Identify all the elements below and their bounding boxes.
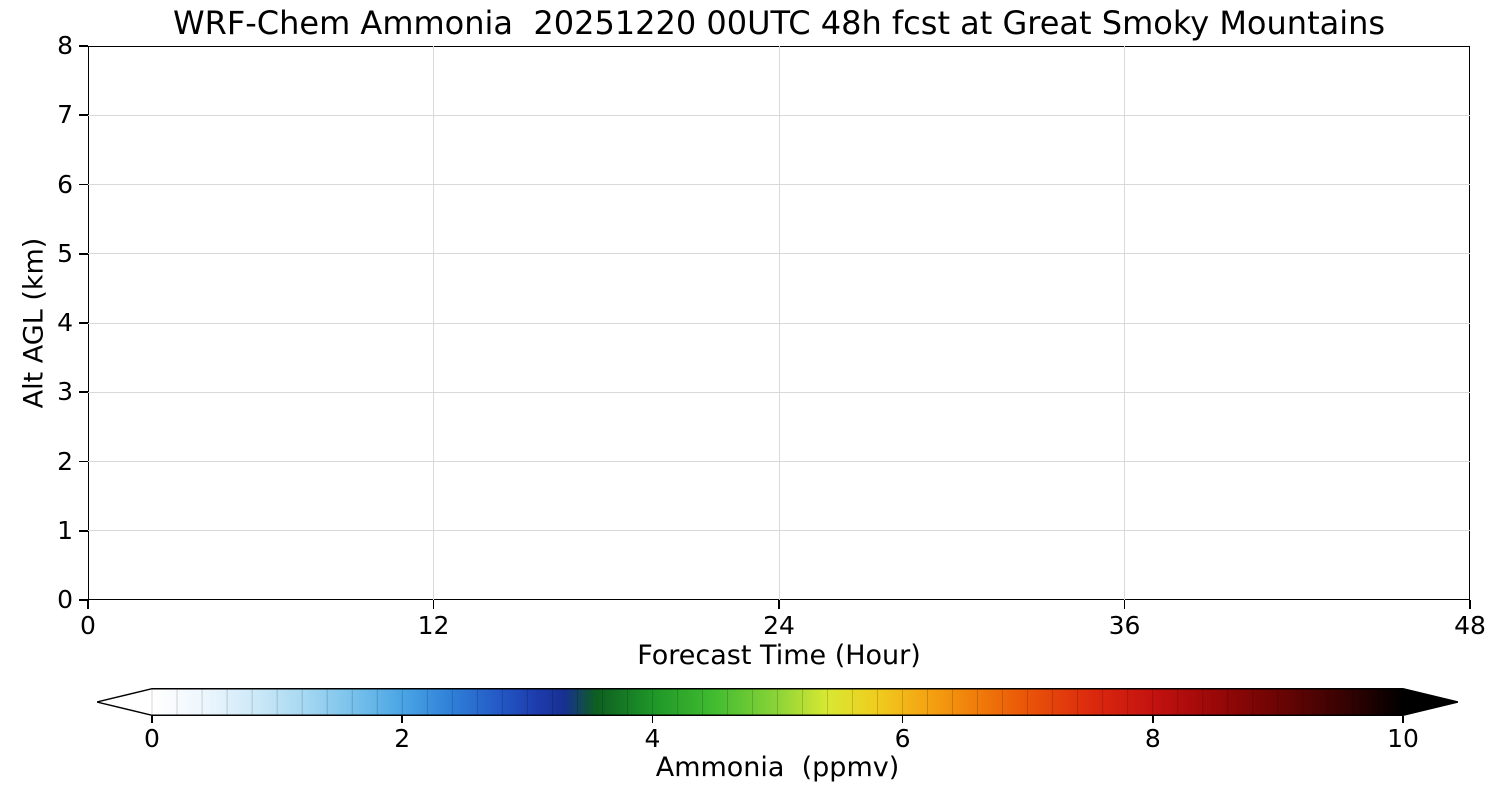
colorbar-tick-mark <box>651 716 654 723</box>
x-tick-mark <box>778 600 780 609</box>
x-tick-label: 12 <box>417 611 450 640</box>
y-tick-mark <box>79 599 88 601</box>
x-tick-mark <box>87 600 89 609</box>
x-tick-mark <box>1469 600 1471 609</box>
y-tick-label: 4 <box>57 308 73 337</box>
x-gridline <box>1124 46 1125 600</box>
y-tick-mark <box>79 529 88 532</box>
x-tick-label: 48 <box>1454 611 1486 640</box>
colorbar-tick-label: 4 <box>644 724 661 753</box>
x-gridline <box>778 46 780 600</box>
y-tick-label: 3 <box>57 377 73 407</box>
colorbar-bar <box>97 688 1458 716</box>
colorbar-tick-mark <box>151 716 153 723</box>
y-tick-label: 5 <box>57 238 73 268</box>
colorbar-tick-label: 0 <box>144 724 160 753</box>
y-tick-mark <box>79 460 88 463</box>
x-tick-label: 0 <box>80 611 96 640</box>
y-tick-mark <box>79 183 88 186</box>
colorbar-tick-mark <box>401 716 403 723</box>
y-tick-mark <box>79 45 88 47</box>
colorbar-tick-mark <box>901 716 904 723</box>
colorbar-tick-label: 2 <box>394 724 411 753</box>
y-tick-label: 6 <box>57 169 73 199</box>
y-tick-mark <box>79 391 88 394</box>
x-axis-label: Forecast Time (Hour) <box>637 640 921 671</box>
y-tick-mark <box>79 322 88 324</box>
y-tick-mark <box>79 252 88 255</box>
y-tick-label: 8 <box>57 31 73 60</box>
colorbar-tick-label: 8 <box>1144 724 1161 753</box>
y-tick-label: 2 <box>57 446 73 476</box>
colorbar-tick-label: 6 <box>894 724 911 753</box>
colorbar-tick-mark <box>1152 716 1154 723</box>
x-tick-label: 24 <box>763 611 795 640</box>
y-tick-label: 0 <box>57 585 73 614</box>
colorbar <box>97 688 1458 716</box>
x-tick-mark <box>432 600 435 609</box>
chart-title: WRF-Chem Ammonia 20251220 00UTC 48h fcst… <box>172 4 1386 42</box>
colorbar-tick-label: 10 <box>1387 724 1419 753</box>
x-tick-label: 36 <box>1108 611 1141 640</box>
colorbar-tick-mark <box>1402 716 1404 723</box>
x-gridline <box>433 46 434 600</box>
y-tick-mark <box>79 114 88 117</box>
y-tick-label: 1 <box>57 515 73 545</box>
y-tick-label: 7 <box>57 100 73 130</box>
x-tick-mark <box>1123 600 1126 609</box>
colorbar-label: Ammonia (ppmv) <box>655 752 900 783</box>
